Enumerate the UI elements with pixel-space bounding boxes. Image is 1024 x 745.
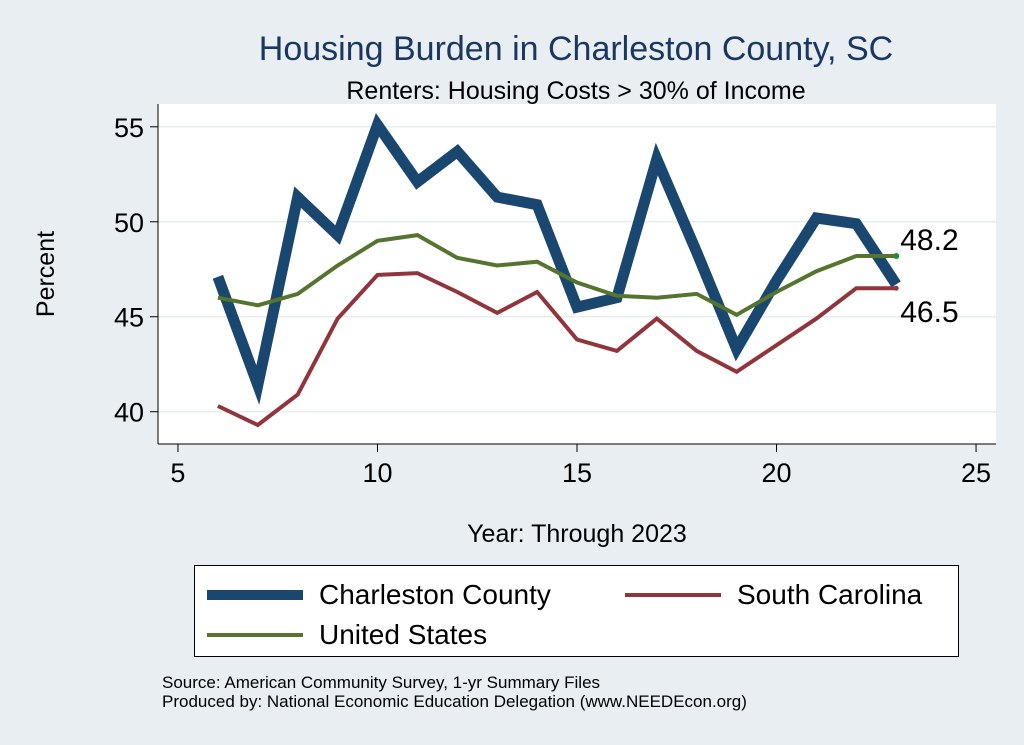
marker-united-states-end — [893, 252, 900, 259]
legend-label-charleston: Charleston County — [319, 579, 551, 610]
annotation-label-0: 48.2 — [900, 224, 958, 257]
legend-item-south-carolina: South Carolina — [625, 579, 922, 611]
y-axis-label: Percent — [32, 231, 60, 317]
legend: Charleston County South Carolina United … — [194, 565, 959, 657]
series-line-united-states — [217, 233, 897, 318]
x-tick-label-25: 25 — [961, 458, 991, 488]
legend-item-united-states: United States — [207, 619, 487, 651]
annotations: 48.2 46.5 — [893, 224, 959, 329]
x-tick-label-20: 20 — [762, 458, 792, 488]
plot-area — [158, 104, 996, 444]
chart-subtitle: Renters: Housing Costs > 30% of Income — [346, 77, 805, 105]
x-axis-ticks: 5 10 15 20 25 — [170, 444, 991, 488]
produced-by-line: Produced by: National Economic Education… — [162, 692, 747, 711]
y-tick-label-40: 40 — [114, 398, 144, 428]
legend-swatch-charleston — [207, 590, 303, 600]
y-tick-label-50: 50 — [114, 208, 144, 238]
legend-label-south-carolina: South Carolina — [737, 579, 923, 610]
series-line-charleston-county — [212, 113, 901, 405]
y-tick-label-55: 55 — [114, 113, 144, 143]
y-tick-label-45: 45 — [114, 303, 144, 333]
marker-south-carolina-end — [893, 285, 899, 291]
annotation-label-1: 46.5 — [900, 296, 958, 329]
x-tick-label-5: 5 — [170, 458, 185, 488]
legend-swatch-south-carolina — [625, 593, 721, 597]
x-tick-label-10: 10 — [362, 458, 392, 488]
y-axis-ticks: 40 45 50 55 — [114, 113, 158, 428]
source-note: Source: American Community Survey, 1-yr … — [162, 673, 747, 711]
series-line-south-carolina — [217, 271, 897, 428]
legend-label-united-states: United States — [319, 619, 488, 650]
legend-item-charleston: Charleston County — [207, 579, 551, 611]
chart-title: Housing Burden in Charleston County, SC — [259, 30, 893, 68]
source-line: Source: American Community Survey, 1-yr … — [162, 673, 601, 692]
x-tick-label-15: 15 — [562, 458, 592, 488]
x-axis-label: Year: Through 2023 — [467, 520, 687, 548]
series-group — [212, 113, 901, 428]
legend-swatch-united-states — [207, 633, 303, 637]
